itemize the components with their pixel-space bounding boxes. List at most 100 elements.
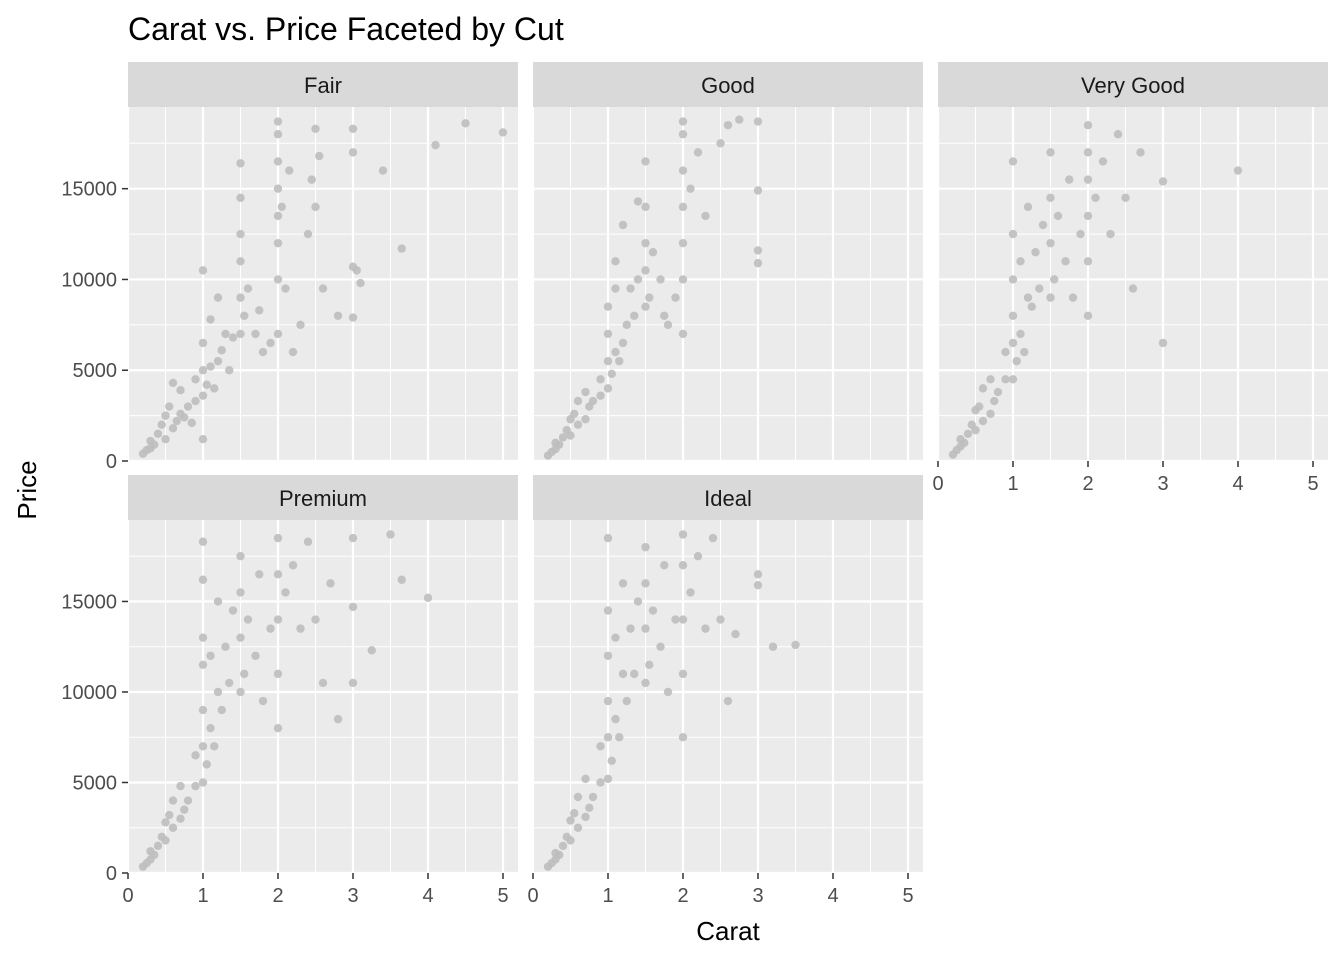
data-point <box>753 117 763 126</box>
data-point <box>693 552 703 561</box>
data-point <box>678 238 688 248</box>
data-point <box>596 742 605 751</box>
data-point <box>678 733 688 742</box>
data-point <box>1061 257 1070 266</box>
data-point <box>210 742 219 751</box>
data-point <box>611 633 620 642</box>
data-point <box>168 424 178 433</box>
data-point <box>633 275 643 284</box>
facet-strip <box>533 62 923 107</box>
data-point <box>183 402 193 411</box>
data-point <box>686 184 695 193</box>
data-point <box>678 561 688 570</box>
data-point <box>1136 148 1145 157</box>
data-point <box>678 117 688 126</box>
data-point <box>1046 293 1055 302</box>
data-point <box>311 615 320 624</box>
y-tick-label: 15000 <box>61 591 117 613</box>
data-point <box>573 420 583 429</box>
data-point <box>1023 202 1033 212</box>
data-point <box>1008 157 1018 166</box>
data-point <box>206 362 215 371</box>
data-point <box>288 561 298 570</box>
data-point <box>753 580 763 590</box>
data-point <box>645 293 654 302</box>
data-point <box>607 369 616 379</box>
data-point <box>198 778 208 787</box>
data-point <box>258 347 268 357</box>
data-point <box>971 425 980 435</box>
data-point <box>183 796 193 805</box>
data-point <box>570 809 579 818</box>
data-point <box>176 781 185 791</box>
data-point <box>633 197 643 206</box>
data-point <box>202 380 211 389</box>
data-point <box>558 841 568 851</box>
data-point <box>686 588 695 597</box>
data-point <box>1016 257 1025 266</box>
data-point <box>630 669 639 679</box>
data-point <box>1020 347 1029 357</box>
data-point <box>191 751 200 760</box>
data-point <box>277 202 286 212</box>
data-point <box>273 723 283 733</box>
data-point <box>198 575 208 584</box>
data-point <box>213 293 223 302</box>
data-point <box>573 792 583 802</box>
data-point <box>461 119 470 128</box>
data-point <box>596 391 605 400</box>
data-point <box>611 714 620 724</box>
data-point <box>348 602 358 612</box>
data-point <box>236 329 245 339</box>
data-point <box>333 714 343 724</box>
panel-background <box>533 107 923 461</box>
data-point <box>236 687 245 697</box>
x-tick-label: 2 <box>272 885 283 907</box>
data-point <box>236 293 245 302</box>
data-point <box>723 120 733 130</box>
data-point <box>581 387 590 397</box>
data-point <box>236 257 245 266</box>
data-point <box>1083 148 1093 157</box>
data-point <box>603 774 613 784</box>
data-point <box>225 366 234 375</box>
x-tick-label: 1 <box>1007 473 1018 495</box>
data-point <box>221 642 230 651</box>
data-point <box>318 678 328 688</box>
data-point <box>626 624 635 633</box>
data-point <box>213 687 223 697</box>
data-point <box>273 130 283 139</box>
data-point <box>611 284 620 293</box>
y-tick-label: 0 <box>106 863 117 885</box>
data-point <box>986 409 995 418</box>
data-point <box>281 284 290 293</box>
data-point <box>615 733 624 742</box>
data-point <box>1091 193 1100 202</box>
data-point <box>273 238 283 248</box>
data-point <box>1076 229 1085 239</box>
x-axis-label: Carat <box>696 916 760 946</box>
data-point <box>678 329 688 339</box>
data-point <box>172 416 181 426</box>
data-point <box>641 579 650 588</box>
data-point <box>731 629 740 639</box>
y-tick-label: 5000 <box>73 772 118 794</box>
data-point <box>307 175 316 184</box>
data-point <box>273 157 283 166</box>
data-point <box>708 533 718 543</box>
data-point <box>768 642 778 651</box>
data-point <box>243 615 253 624</box>
data-point <box>585 803 594 813</box>
facet-strip-label: Good <box>701 73 755 98</box>
data-point <box>333 311 343 320</box>
data-point <box>566 836 575 845</box>
data-point <box>206 315 215 324</box>
data-point <box>273 275 283 284</box>
data-point <box>225 678 234 688</box>
data-point <box>993 387 1003 397</box>
data-point <box>202 760 211 769</box>
data-point <box>273 329 283 339</box>
data-point <box>273 533 283 543</box>
data-point <box>255 570 264 579</box>
data-point <box>285 166 294 175</box>
